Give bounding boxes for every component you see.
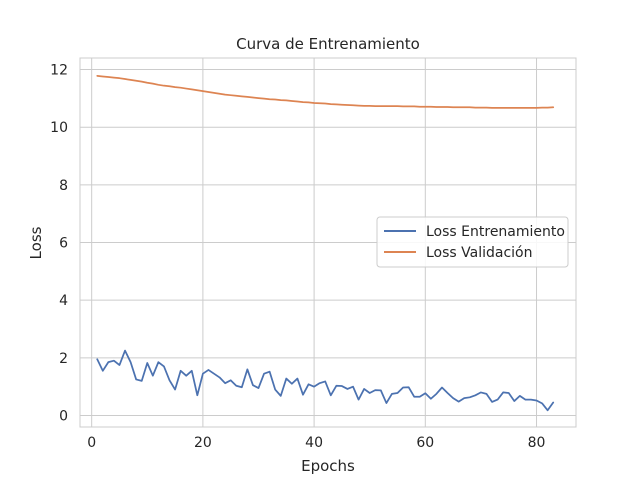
- legend-box: [376, 216, 569, 268]
- series-lines: [96, 74, 555, 412]
- x-tick-label: 60: [416, 435, 434, 451]
- legend-label-train: Loss Entrenamiento: [426, 224, 565, 240]
- grid-lines: [80, 58, 576, 427]
- x-tick-label: 0: [87, 435, 96, 451]
- plot-frame: [79, 57, 577, 428]
- y-tick-label: 8: [59, 178, 68, 194]
- y-tick-label: 0: [59, 408, 68, 424]
- y-tick-label: 12: [50, 63, 68, 79]
- legend: Loss Entrenamiento Loss Validación: [376, 216, 569, 268]
- y-tick-label: 4: [59, 293, 68, 309]
- chart-title: Curva de Entrenamiento: [236, 35, 420, 53]
- y-tick-label: 10: [50, 120, 68, 136]
- y-axis-title: Loss: [27, 226, 45, 259]
- series-line-train: [96, 349, 555, 412]
- legend-label-val: Loss Validación: [426, 245, 533, 261]
- y-tick-label: 2: [59, 351, 68, 367]
- tick-labels: 0 20 40 60 80 0 2 4 6 8 10 12: [50, 63, 545, 451]
- y-tick-label: 6: [59, 236, 68, 252]
- x-tick-label: 80: [528, 435, 546, 451]
- series-line-val: [96, 74, 555, 109]
- x-tick-label: 20: [194, 435, 212, 451]
- x-axis-title: Epochs: [301, 457, 355, 475]
- x-tick-label: 40: [305, 435, 323, 451]
